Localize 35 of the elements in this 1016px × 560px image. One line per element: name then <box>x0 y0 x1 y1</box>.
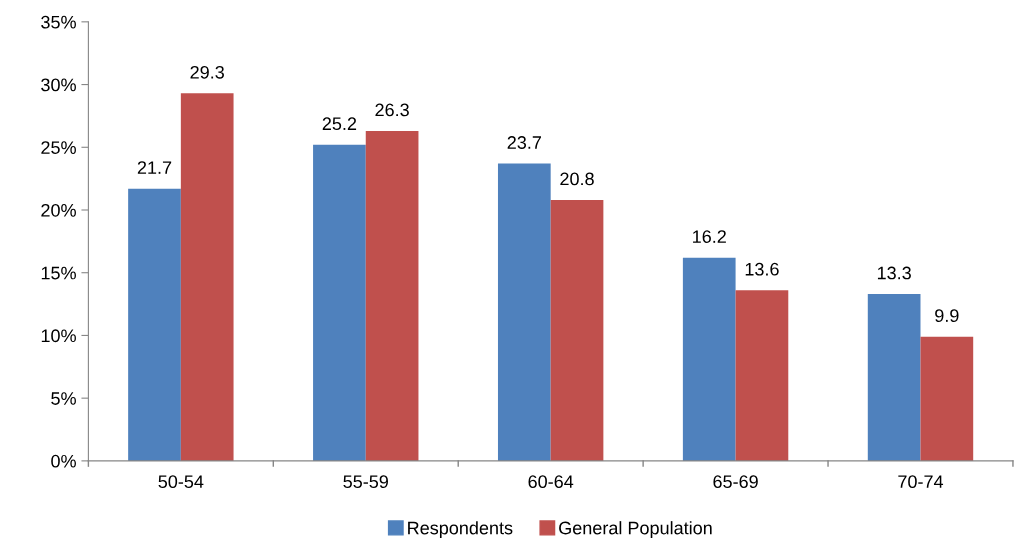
bar <box>867 294 921 461</box>
data-label: 21.7 <box>137 161 172 174</box>
bar <box>920 336 974 461</box>
data-label: 23.7 <box>507 136 541 149</box>
y-tick-label: 0% <box>51 454 76 468</box>
y-tick-label: 20% <box>41 203 76 217</box>
x-tick-label: 55-59 <box>343 475 388 489</box>
data-label: 25.2 <box>322 117 357 131</box>
y-tick-label: 5% <box>51 392 76 405</box>
x-tick-label: 50-54 <box>158 475 204 489</box>
data-label: 13.3 <box>877 266 911 280</box>
bar <box>735 290 789 461</box>
y-tick-label: 30% <box>41 78 76 92</box>
x-tick-label: 70-74 <box>898 475 944 489</box>
bar <box>550 199 604 461</box>
y-tick-label: 10% <box>41 329 76 343</box>
legend-label: General Population <box>559 521 712 538</box>
y-tick-label: 35% <box>41 15 76 29</box>
x-tick-label: 65-69 <box>713 475 758 489</box>
bar <box>497 163 551 461</box>
y-tick-label: 15% <box>41 266 76 280</box>
bar <box>313 144 366 461</box>
data-label: 13.6 <box>745 262 779 276</box>
y-tick-label: 25% <box>41 141 76 154</box>
bar <box>128 188 181 461</box>
data-label: 9.9 <box>935 309 959 323</box>
x-tick-label: 60-64 <box>528 475 574 489</box>
data-label: 20.8 <box>560 172 594 186</box>
legend-label: Respondents <box>408 521 513 538</box>
data-label: 29.3 <box>190 65 224 79</box>
bar <box>682 257 736 461</box>
data-label: 16.2 <box>693 230 726 243</box>
bar <box>365 130 419 461</box>
data-label: 26.3 <box>375 103 409 117</box>
bar <box>180 93 234 461</box>
